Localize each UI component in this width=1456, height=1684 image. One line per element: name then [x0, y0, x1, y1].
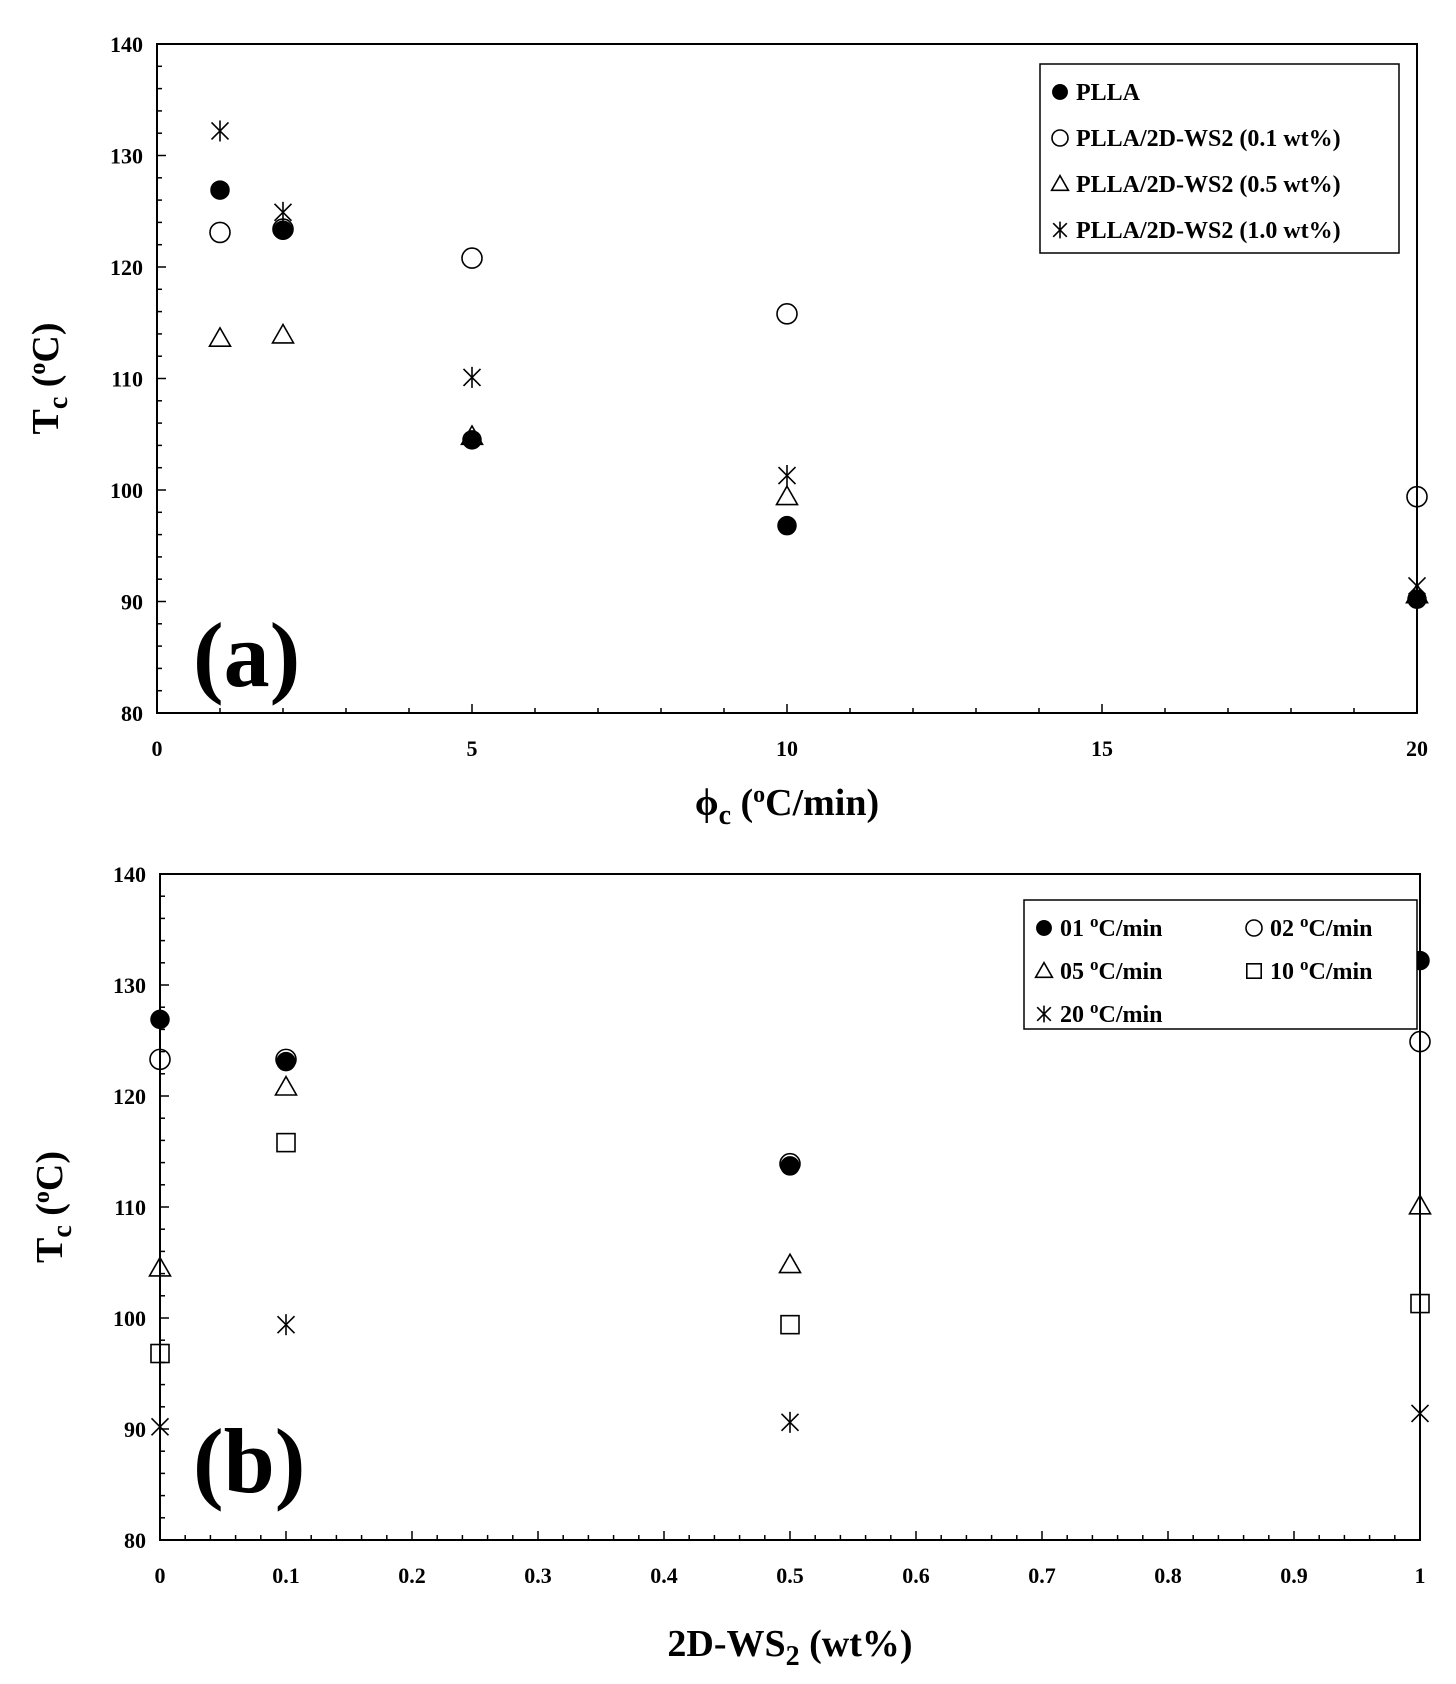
legend-marker [1051, 129, 1069, 147]
legend-marker [1050, 173, 1070, 192]
data-point [276, 1132, 296, 1153]
data-point [780, 1314, 800, 1335]
y-tick-label: 120 [113, 1084, 146, 1109]
x-tick-label: 0.2 [398, 1563, 426, 1588]
legend-label: PLLA [1076, 80, 1141, 106]
y-tick-label: 80 [121, 701, 143, 726]
data-point [273, 201, 293, 223]
panel-label: (a) [193, 604, 300, 706]
data-point [779, 1152, 801, 1175]
data-point [460, 424, 484, 446]
data-point [1406, 485, 1428, 508]
y-axis-title: Tc (oC) [29, 1151, 78, 1263]
chart-b: 80 90 100 110 120 130 140 0 0.1 0.2 0.3 0.4 0.5 0.6 0.… [29, 862, 1432, 1672]
x-tick-label: 0.6 [902, 1563, 930, 1588]
data-point [1408, 1193, 1432, 1215]
data-point [274, 1075, 298, 1096]
data-point [462, 366, 482, 388]
x-tick-label: 1 [1415, 1563, 1426, 1588]
data-point [780, 1411, 800, 1433]
data-point [210, 180, 230, 200]
legend-label: PLLA/2D-WS2 (1.0 wt%) [1076, 218, 1341, 244]
x-tick-label: 0.3 [524, 1563, 552, 1588]
x-tick-label: 0.9 [1280, 1563, 1308, 1588]
x-tick-label: 0.1 [272, 1563, 300, 1588]
data-point [150, 1343, 170, 1364]
data-point [210, 120, 230, 142]
legend-label: PLLA/2D-WS2 (0.5 wt%) [1076, 172, 1341, 198]
x-tick-label: 0 [152, 736, 163, 761]
legend: PLLA PLLA/2D-WS2 (0.1 wt%) PLLA/2D-WS2 (0.… [1039, 63, 1400, 254]
data-point [777, 515, 797, 536]
data-point [775, 484, 799, 506]
data-point [209, 221, 231, 244]
chart-a: 80 90 100 110 120 130 140 0 5 10 15 20 ϕc (oC/min) Tc… [25, 32, 1429, 831]
legend: 01 oC/min 02 oC/min 05 oC/min 10 oC/min 20 o… [1023, 899, 1418, 1030]
legend-label: 01 oC/min [1060, 912, 1163, 942]
data-point [1405, 582, 1429, 604]
y-tick-label: 130 [113, 973, 146, 998]
y-tick-label: 90 [124, 1417, 146, 1442]
y-tick-label: 100 [110, 478, 143, 503]
data-point [208, 326, 232, 348]
data-point [778, 1252, 802, 1274]
y-tick-label: 140 [113, 862, 146, 887]
axis-ticks [156, 43, 1418, 714]
legend-marker [1246, 963, 1263, 980]
y-tick-label: 120 [110, 255, 143, 280]
data-point [776, 303, 798, 325]
x-tick-label: 5 [467, 736, 478, 761]
x-axis-title: 2D-WS2 (wt%) [667, 1623, 912, 1672]
y-tick-label: 80 [124, 1528, 146, 1553]
data-point [1410, 1293, 1430, 1314]
x-tick-label: 0.7 [1028, 1563, 1056, 1588]
y-axis-title: Tc (oC) [25, 322, 74, 434]
x-tick-label: 15 [1091, 736, 1113, 761]
legend-marker [1245, 919, 1263, 937]
y-tick-label: 140 [110, 32, 143, 57]
data-point [275, 1048, 297, 1071]
legend-label: PLLA/2D-WS2 (0.1 wt%) [1076, 126, 1341, 152]
data-point [1407, 575, 1427, 597]
y-tick-label: 100 [113, 1306, 146, 1331]
data-point [1410, 1402, 1430, 1424]
legend-marker [1052, 84, 1068, 100]
legend-marker [1034, 960, 1054, 979]
x-tick-label: 0.8 [1154, 1563, 1182, 1588]
legend-label: 10 oC/min [1270, 955, 1373, 985]
legend-label: 20 oC/min [1060, 998, 1163, 1028]
x-tick-label: 0 [155, 1563, 166, 1588]
legend-label: 02 oC/min [1270, 912, 1373, 942]
legend-marker [1036, 1005, 1052, 1023]
legend-box [1039, 63, 1400, 254]
data-point [461, 247, 483, 269]
x-axis-title: ϕc (oC/min) [695, 782, 879, 831]
x-tick-label: 0.5 [776, 1563, 804, 1588]
data-points [208, 120, 1429, 610]
data-point [150, 1416, 170, 1438]
y-tick-label: 130 [110, 144, 143, 169]
legend-box [1023, 899, 1418, 1030]
data-point [276, 1314, 296, 1336]
data-point [777, 465, 797, 487]
x-tick-label: 10 [776, 736, 798, 761]
panel-label: (b) [193, 1410, 305, 1512]
x-tick-label: 0.4 [650, 1563, 678, 1588]
y-tick-label: 110 [114, 1195, 146, 1220]
data-point [462, 430, 482, 450]
y-tick-label: 110 [111, 367, 143, 392]
y-tick-label: 90 [121, 590, 143, 615]
x-tick-label: 20 [1406, 736, 1428, 761]
legend-label: 05 oC/min [1060, 955, 1163, 985]
data-point [1409, 1030, 1431, 1053]
legend-marker [1052, 221, 1068, 239]
legend-marker [1036, 920, 1052, 936]
data-point [149, 1048, 171, 1071]
data-point [148, 1255, 172, 1277]
data-point [150, 1009, 170, 1030]
axis-ticks [159, 873, 1421, 1541]
data-point [271, 322, 295, 344]
